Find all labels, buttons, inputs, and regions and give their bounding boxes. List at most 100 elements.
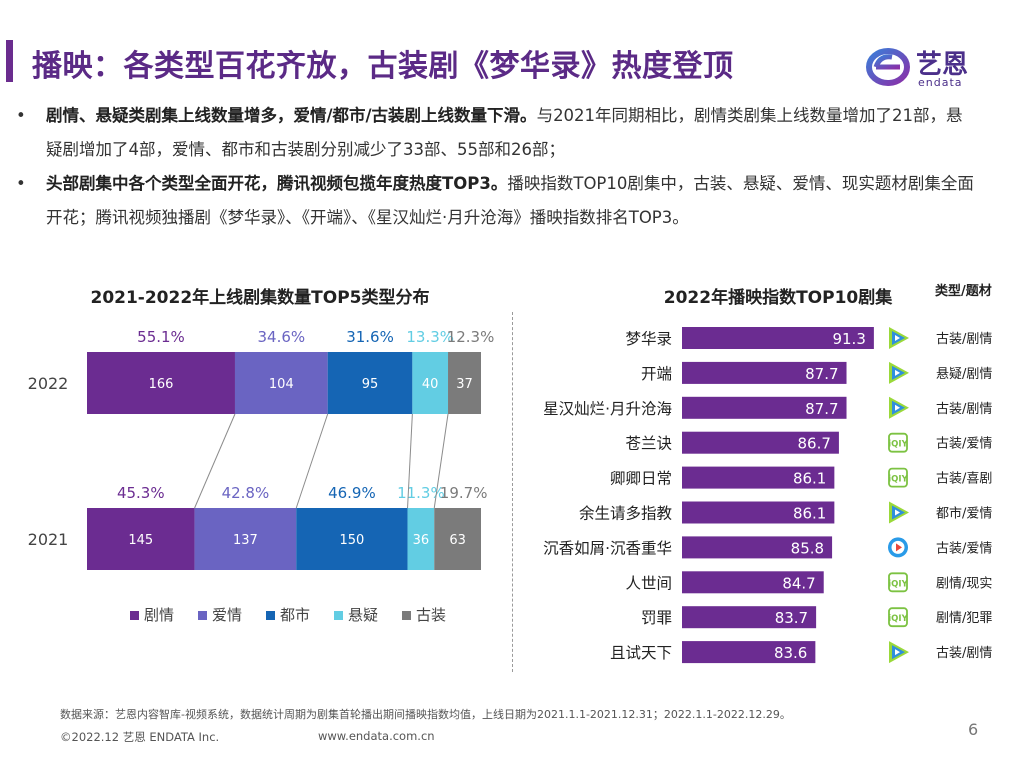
genre-label: 悬疑/剧情 <box>936 366 992 382</box>
bar <box>682 606 817 629</box>
left-chart-title: 2021-2022年上线剧集数量TOP5类型分布 <box>90 288 430 308</box>
connector-line <box>407 413 413 509</box>
tencent-video-icon <box>889 396 909 419</box>
data-label: 145 <box>128 533 153 548</box>
data-label: 91.3 <box>832 330 865 348</box>
iqiyi-icon: iQIY <box>888 467 909 488</box>
genre-column-header: 类型/题材 <box>935 284 992 299</box>
genre-label: 剧情/现实 <box>936 576 992 591</box>
data-label: 85.8 <box>791 539 824 557</box>
data-label: 150 <box>339 533 364 548</box>
genre-label: 古装/爱情 <box>936 541 992 556</box>
legend-label: 悬疑 <box>348 606 378 624</box>
genre-label: 古装/喜剧 <box>936 472 992 487</box>
bar-segment <box>434 508 481 570</box>
percent-label: 31.6% <box>346 328 394 346</box>
bar <box>682 641 816 664</box>
genre-label: 古装/剧情 <box>936 402 992 417</box>
bar-segment <box>87 352 235 414</box>
connector-line <box>194 413 236 509</box>
tencent-icon-center <box>895 335 900 341</box>
youku-icon-play <box>896 543 902 552</box>
website-link[interactable]: www.endata.com.cn <box>318 729 435 743</box>
data-label: 36 <box>413 533 430 548</box>
bar-segment <box>327 352 413 414</box>
iqiyi-icon: iQIY <box>888 572 909 593</box>
legend-swatch <box>334 611 343 620</box>
iqiyi-icon-glyph: iQIY <box>888 475 908 485</box>
tencent-video-icon <box>889 501 909 524</box>
page-title: 播映：各类型百花齐放，古装剧《梦华录》热度登顶 <box>32 49 734 84</box>
series-name: 且试天下 <box>610 644 672 662</box>
bar <box>682 396 847 419</box>
data-label: 95 <box>362 377 379 392</box>
legend-label: 剧情 <box>144 606 174 624</box>
tencent-icon-center <box>895 404 900 411</box>
endata-logo: 艺恩 endata <box>866 44 996 92</box>
summary-bullets: • 剧情、悬疑类剧集上线数量增多，爱情/都市/古装剧上线数量下滑。与2021年同… <box>16 99 976 235</box>
iqiyi-icon-frame <box>888 467 908 488</box>
iqiyi-icon-glyph: iQIY <box>888 440 908 450</box>
copyright-text: ©2022.12 艺恩 ENDATA Inc. <box>60 730 220 744</box>
percent-label: 34.6% <box>257 328 305 346</box>
percent-label: 13.3% <box>406 328 454 346</box>
legend-swatch <box>402 611 411 620</box>
right-chart-title: 2022年播映指数TOP10剧集 <box>663 288 893 308</box>
bar <box>682 431 839 454</box>
bullet-dot: • <box>16 106 26 125</box>
data-label: 87.7 <box>805 365 838 383</box>
bullet-text: 与2021年同期相比，剧情类剧集上线数量增加了21部，悬疑剧增加了4部，爱情、都… <box>46 106 963 159</box>
bullet-bold-text: 剧情、悬疑类剧集上线数量增多，爱情/都市/古装剧上线数量下滑。 <box>46 106 537 125</box>
bullet-text: 播映指数TOP10剧集中，古装、悬疑、爱情、现实题材剧集全面开花；腾讯视频独播剧… <box>46 174 974 227</box>
bar-segment <box>412 352 449 414</box>
tencent-video-icon <box>889 361 909 384</box>
chart-divider <box>512 312 513 672</box>
bar <box>682 327 874 349</box>
genre-label: 古装/剧情 <box>936 646 992 661</box>
tencent-icon-center <box>895 369 900 376</box>
iqiyi-icon-glyph: iQIY <box>888 579 908 589</box>
legend-swatch <box>266 611 275 620</box>
iqiyi-icon-frame <box>888 432 908 453</box>
genre-label: 古装/剧情 <box>936 332 992 347</box>
legend-label: 古装 <box>416 606 446 624</box>
genre-label: 都市/爱情 <box>936 506 992 522</box>
data-label: 86.1 <box>793 470 826 488</box>
bar <box>682 571 824 594</box>
page-number: 6 <box>968 720 979 739</box>
tencent-video-icon <box>889 327 909 349</box>
data-label: 104 <box>269 377 294 392</box>
bar <box>682 501 835 524</box>
iqiyi-icon: iQIY <box>888 432 909 453</box>
series-name: 罚罪 <box>641 609 672 627</box>
series-name: 卿卿日常 <box>610 470 672 488</box>
data-label: 166 <box>149 377 174 392</box>
data-label: 83.7 <box>775 609 808 627</box>
title-accent-bar <box>6 40 13 82</box>
series-name: 余生请多指教 <box>579 504 673 523</box>
percent-label: 55.1% <box>137 328 185 346</box>
data-label: 63 <box>449 533 466 548</box>
data-label: 37 <box>456 377 473 392</box>
legend-label: 爱情 <box>212 606 242 624</box>
logo-english-text: endata <box>918 76 963 89</box>
series-name: 沉香如屑·沉香重华 <box>543 539 672 557</box>
bar <box>682 361 847 384</box>
bar-segment <box>87 508 195 570</box>
data-label: 40 <box>422 377 439 392</box>
data-label: 87.7 <box>805 400 838 418</box>
legend-label: 都市 <box>280 606 310 624</box>
tencent-icon-center <box>895 649 900 656</box>
category-label: 2022 <box>28 374 69 393</box>
bullet-dot: • <box>16 174 26 193</box>
bullet-item: • 头部剧集中各个类型全面开花，腾讯视频包揽年度热度TOP3。播映指数TOP10… <box>16 167 976 235</box>
legend-swatch <box>130 611 139 620</box>
data-source-note: 数据来源：艺恩内容智库-视频系统，数据统计周期为剧集首轮播出期间播映指数均值，上… <box>60 708 791 721</box>
series-name: 梦华录 <box>625 330 672 348</box>
bar-segment <box>448 352 481 414</box>
percent-label: 45.3% <box>117 484 165 502</box>
iqiyi-icon-frame <box>888 572 908 593</box>
stacked-bar-chart: 2022 166 55.1% 104 34.6% 95 31.6% 40 13.3% 37 12.3… <box>28 328 495 624</box>
legend-swatch <box>198 611 207 620</box>
